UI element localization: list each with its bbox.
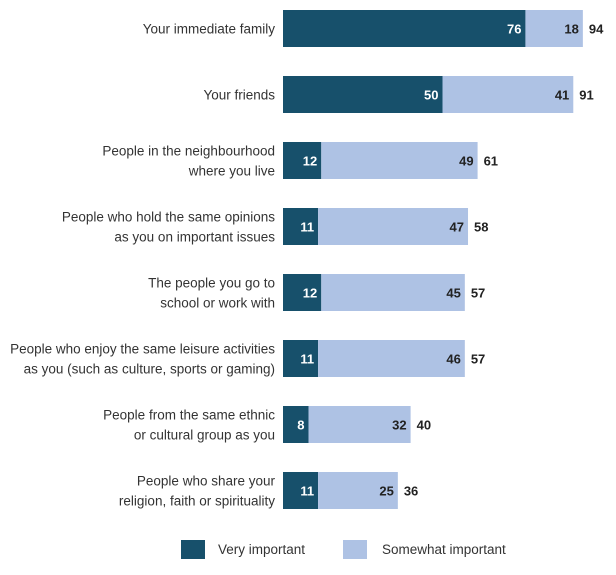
bar-very-important <box>283 142 322 179</box>
value-label-very-important: 11 <box>300 220 314 235</box>
category-label-line: religion, faith or spirituality <box>119 494 275 509</box>
bar-somewhat-important <box>525 10 583 47</box>
value-label-total: 57 <box>471 352 485 367</box>
value-label-total: 57 <box>471 286 485 301</box>
value-label-somewhat-important: 45 <box>446 286 460 301</box>
category-label-line: or cultural group as you <box>134 428 275 443</box>
value-label-total: 94 <box>589 22 604 37</box>
category-label: Your friends <box>203 88 275 103</box>
bar-somewhat-important <box>308 406 411 443</box>
bar-somewhat-important <box>321 274 465 311</box>
category-label-line: as you on important issues <box>114 230 275 245</box>
category-label: Your immediate family <box>143 22 276 37</box>
value-label-somewhat-important: 47 <box>450 220 464 235</box>
legend-swatch-somewhat-important <box>343 540 367 559</box>
bar-somewhat-important <box>318 472 398 509</box>
value-label-very-important: 76 <box>507 22 521 37</box>
bar-somewhat-important <box>442 76 574 113</box>
value-label-very-important: 11 <box>300 352 314 367</box>
category-label-line: People in the neighbourhood <box>102 144 275 159</box>
bar-very-important <box>283 340 319 377</box>
value-label-somewhat-important: 41 <box>555 88 569 103</box>
value-label-somewhat-important: 49 <box>459 154 473 169</box>
value-label-somewhat-important: 25 <box>379 484 393 499</box>
category-label-line: as you (such as culture, sports or gamin… <box>24 362 275 377</box>
category-label: The people you go to school or work with <box>148 276 275 311</box>
legend-label-somewhat-important: Somewhat important <box>382 542 506 557</box>
value-label-very-important: 11 <box>300 484 314 499</box>
segment-value-labels: 76 18 50 41 12 49 11 47 12 45 11 46 8 32 11 25 <box>297 22 579 499</box>
value-label-somewhat-important: 32 <box>392 418 406 433</box>
category-label-line: People who share your <box>137 474 276 489</box>
category-label-line: People who hold the same opinions <box>62 210 275 225</box>
category-label: People from the same ethnic or cultural g… <box>103 408 275 443</box>
legend-label-very-important: Very important <box>218 542 305 557</box>
bar-somewhat-important <box>318 340 465 377</box>
category-label-line: where you live <box>188 164 275 179</box>
category-labels: Your immediate family Your friends People … <box>10 22 275 509</box>
value-label-very-important: 50 <box>424 88 438 103</box>
value-label-total: 40 <box>417 418 431 433</box>
category-label-line: Your friends <box>203 88 275 103</box>
value-label-somewhat-important: 46 <box>446 352 460 367</box>
category-label: People who share your religion, faith or … <box>119 474 276 509</box>
value-label-somewhat-important: 18 <box>564 22 578 37</box>
bar-very-important <box>283 472 319 509</box>
value-label-total: 58 <box>474 220 488 235</box>
value-label-very-important: 12 <box>303 286 317 301</box>
value-label-total: 91 <box>579 88 593 103</box>
bar-very-important <box>283 208 319 245</box>
bar-somewhat-important <box>321 142 478 179</box>
category-label: People in the neighbourhood where you liv… <box>102 144 275 179</box>
category-label: People who enjoy the same leisure activi… <box>10 342 275 377</box>
value-label-very-important: 8 <box>297 418 304 433</box>
value-label-total: 36 <box>404 484 418 499</box>
total-value-labels: 94 91 61 58 57 57 40 36 <box>404 22 604 499</box>
category-label: People who hold the same opinions as you … <box>62 210 275 245</box>
legend: Very important Somewhat important <box>181 540 506 559</box>
bars <box>283 10 583 509</box>
bar-very-important <box>283 274 322 311</box>
bar-very-important <box>283 10 526 47</box>
bar-somewhat-important <box>318 208 469 245</box>
category-label-line: People from the same ethnic <box>103 408 275 423</box>
bar-very-important <box>283 76 443 113</box>
category-label-line: school or work with <box>160 296 275 311</box>
bar-very-important <box>283 406 309 443</box>
value-label-very-important: 12 <box>303 154 317 169</box>
category-label-line: Your immediate family <box>143 22 276 37</box>
category-label-line: The people you go to <box>148 276 275 291</box>
value-label-total: 61 <box>484 154 498 169</box>
legend-swatch-very-important <box>181 540 205 559</box>
category-label-line: People who enjoy the same leisure activi… <box>10 342 275 357</box>
